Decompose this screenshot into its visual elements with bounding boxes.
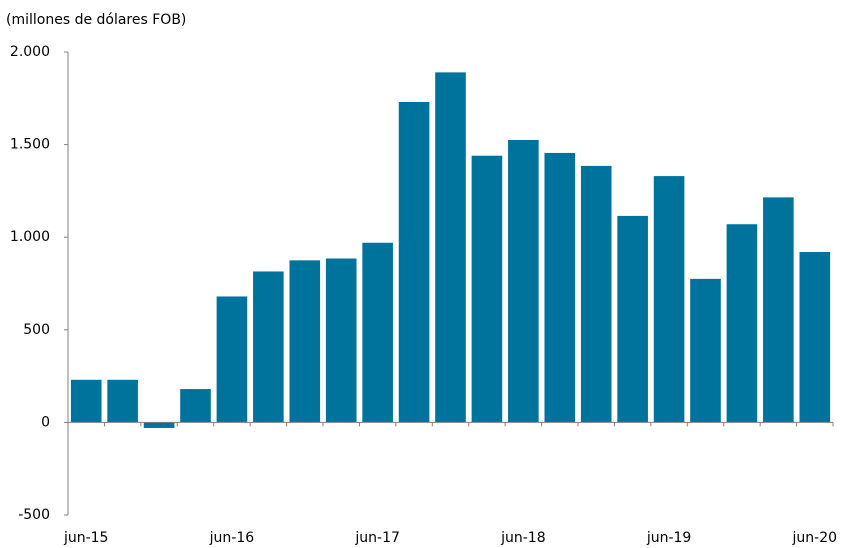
bar bbox=[435, 72, 466, 423]
bar bbox=[799, 252, 831, 423]
bar bbox=[580, 165, 612, 423]
y-tick-label: 1.500 bbox=[10, 137, 50, 153]
bar bbox=[143, 422, 175, 428]
bar bbox=[362, 242, 393, 423]
bar bbox=[617, 215, 648, 423]
x-tick-label: jun-19 bbox=[646, 530, 692, 546]
x-tick-label: jun-17 bbox=[354, 530, 400, 546]
bar bbox=[653, 176, 685, 423]
bar bbox=[289, 260, 321, 423]
y-tick-label: -500 bbox=[18, 507, 50, 523]
bar bbox=[398, 102, 430, 423]
bar bbox=[325, 258, 357, 423]
bar bbox=[763, 197, 794, 423]
bar bbox=[253, 271, 284, 423]
y-tick-label: 500 bbox=[23, 322, 50, 338]
x-tick-label: jun-15 bbox=[63, 530, 109, 546]
bar bbox=[70, 379, 102, 423]
bar bbox=[216, 296, 248, 423]
bar bbox=[690, 278, 721, 423]
y-tick-label: 0 bbox=[41, 414, 50, 430]
bar bbox=[544, 152, 576, 423]
bar bbox=[726, 224, 758, 423]
bar bbox=[471, 155, 503, 423]
chart-title: (millones de dólares FOB) bbox=[6, 12, 186, 28]
bar bbox=[508, 139, 539, 423]
y-tick-label: 1.000 bbox=[10, 229, 50, 245]
bar bbox=[107, 379, 138, 423]
bar bbox=[180, 389, 211, 423]
x-tick-label: jun-18 bbox=[500, 530, 546, 546]
x-tick-label: jun-16 bbox=[209, 530, 255, 546]
x-tick-label: jun-20 bbox=[792, 530, 838, 546]
y-tick-label: 2.000 bbox=[10, 44, 50, 60]
